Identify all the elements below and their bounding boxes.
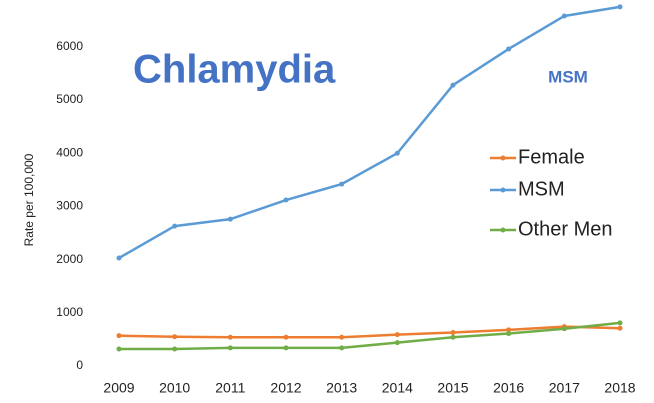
y-axis-label: Rate per 100,000 <box>22 153 36 246</box>
point <box>283 197 289 203</box>
point <box>339 181 345 187</box>
point <box>116 333 122 339</box>
point <box>172 346 178 352</box>
legend-label: Other Men <box>518 218 612 240</box>
point <box>561 13 567 19</box>
x-tick-label: 2016 <box>493 380 524 396</box>
point <box>283 345 289 351</box>
x-tick-label: 2011 <box>215 380 245 396</box>
y-tick-label: 5000 <box>56 92 83 106</box>
x-tick-label: 2009 <box>103 380 134 396</box>
point <box>617 4 623 10</box>
x-tick-label: 2012 <box>270 380 301 396</box>
series-line <box>119 321 621 351</box>
y-tick-label: 6000 <box>56 39 83 53</box>
series-line <box>118 5 621 260</box>
x-tick-label: 2013 <box>326 380 357 396</box>
point <box>339 345 345 351</box>
series-line <box>118 325 621 339</box>
legend-label: MSM <box>518 178 565 200</box>
point <box>339 334 345 340</box>
y-tick-label: 4000 <box>56 145 83 159</box>
x-tick-label: 2015 <box>437 380 468 396</box>
y-tick-label: 3000 <box>56 199 83 213</box>
point <box>227 334 233 340</box>
point <box>172 223 178 229</box>
point <box>450 82 456 88</box>
point <box>450 334 456 340</box>
point <box>283 334 289 340</box>
point <box>116 255 122 261</box>
legend-marker <box>500 155 506 161</box>
point <box>617 320 623 326</box>
point <box>394 340 400 346</box>
point <box>506 327 512 333</box>
x-tick-label: 2014 <box>382 380 413 396</box>
point <box>116 346 122 352</box>
legend-label: Female <box>518 146 585 168</box>
x-tick-label: 2010 <box>159 380 190 396</box>
point <box>506 331 512 337</box>
legend-marker <box>500 227 506 233</box>
point <box>394 150 400 156</box>
x-tick-label: 2017 <box>549 380 580 396</box>
y-tick-label: 0 <box>76 358 83 372</box>
annotation: MSM <box>548 67 588 86</box>
chart-title: Chlamydia <box>133 48 336 92</box>
y-tick-label: 2000 <box>56 252 83 266</box>
point <box>561 326 567 332</box>
point <box>227 345 233 351</box>
point <box>506 46 512 52</box>
point <box>172 334 178 340</box>
point <box>394 332 400 338</box>
y-tick-label: 1000 <box>56 305 83 319</box>
x-tick-label: 2018 <box>604 380 635 396</box>
point <box>617 325 623 331</box>
legend-marker <box>500 187 506 193</box>
point <box>227 216 233 222</box>
point <box>450 329 456 335</box>
